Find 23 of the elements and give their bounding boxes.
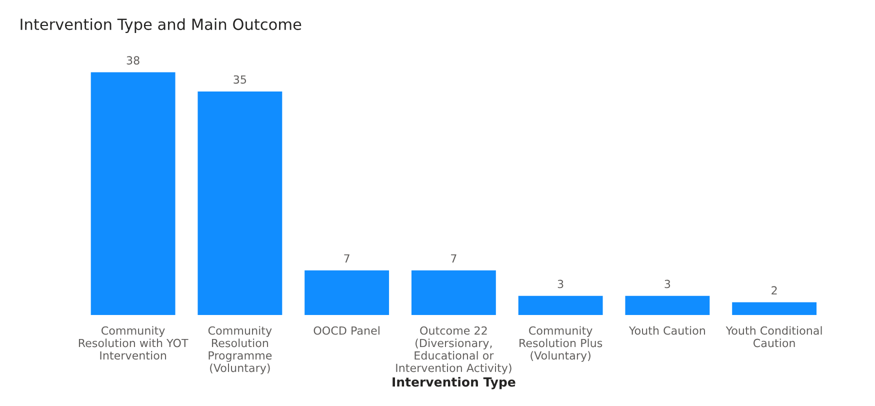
bar	[732, 302, 817, 316]
bar	[518, 296, 603, 316]
data-label: 2	[772, 286, 777, 294]
data-label: 3	[558, 280, 564, 288]
data-label: 3	[664, 280, 670, 288]
data-label: 7	[451, 254, 456, 262]
x-tick-label: Community Resolution with YOT Intervention	[78, 326, 188, 360]
bar	[411, 270, 496, 316]
x-axis-title: Intervention Type	[392, 377, 516, 390]
x-tick-label: Outcome 22 (Diversionary, Educational or Intervention Activity)	[396, 326, 512, 374]
bar	[90, 72, 176, 316]
chart-title: Intervention Type and Main Outcome	[20, 18, 302, 34]
data-label: 35	[234, 75, 246, 84]
data-label: 38	[126, 56, 140, 65]
bar	[304, 270, 390, 316]
x-tick-label: OOCD Panel	[314, 326, 380, 335]
data-label: 7	[344, 254, 350, 262]
bar	[198, 91, 282, 316]
x-tick-label: Youth Conditional Caution	[726, 326, 822, 348]
x-tick-label: Community Resolution Programme (Voluntary)	[208, 326, 272, 374]
x-tick-label: Youth Caution	[628, 326, 705, 335]
x-tick-label: Community Resolution Plus (Voluntary)	[520, 326, 602, 362]
bar	[625, 296, 710, 316]
